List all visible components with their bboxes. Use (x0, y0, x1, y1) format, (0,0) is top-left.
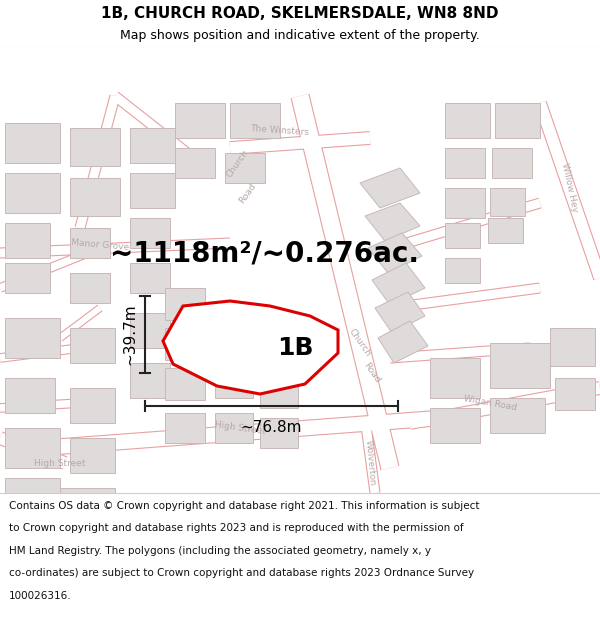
Bar (130, 128, 175, 163)
Bar (492, 148, 532, 178)
Bar (70, 178, 120, 216)
Polygon shape (360, 168, 420, 208)
Bar (5, 378, 55, 413)
Text: High Street: High Street (34, 459, 86, 468)
Text: Road: Road (362, 361, 382, 385)
Bar (5, 173, 60, 213)
Bar (445, 188, 485, 218)
Bar (165, 368, 205, 400)
Bar (445, 258, 480, 283)
Text: ~1118m²/~0.276ac.: ~1118m²/~0.276ac. (110, 239, 419, 267)
Text: ~39.7m: ~39.7m (122, 304, 137, 365)
Bar (555, 378, 595, 410)
Bar (5, 478, 60, 513)
Bar (70, 388, 115, 423)
Bar (260, 378, 298, 408)
Text: to Crown copyright and database rights 2023 and is reproduced with the permissio: to Crown copyright and database rights 2… (9, 523, 464, 533)
Text: 1B: 1B (277, 336, 313, 360)
Bar (5, 428, 60, 468)
Bar (130, 173, 175, 208)
Bar (550, 328, 595, 366)
Bar (5, 263, 50, 293)
Bar (215, 328, 253, 358)
Bar (490, 188, 525, 216)
Bar (5, 223, 50, 258)
Bar (215, 413, 253, 443)
Polygon shape (365, 203, 420, 241)
Bar (70, 328, 115, 363)
Text: Contains OS data © Crown copyright and database right 2021. This information is : Contains OS data © Crown copyright and d… (9, 501, 479, 511)
Bar (165, 413, 205, 443)
Text: 1B, CHURCH ROAD, SKELMERSDALE, WN8 8ND: 1B, CHURCH ROAD, SKELMERSDALE, WN8 8ND (101, 6, 499, 21)
Bar (445, 103, 490, 138)
Bar (60, 488, 115, 523)
Text: HM Land Registry. The polygons (including the associated geometry, namely x, y: HM Land Registry. The polygons (includin… (9, 546, 431, 556)
Bar (5, 318, 60, 358)
Bar (70, 228, 110, 258)
Bar (175, 103, 225, 138)
Bar (495, 103, 540, 138)
Bar (70, 438, 115, 473)
Bar (130, 493, 180, 528)
Text: Wigan Road: Wigan Road (463, 394, 517, 412)
Text: The Winsters: The Winsters (250, 124, 310, 138)
Bar (488, 218, 523, 243)
Polygon shape (378, 321, 428, 363)
Text: Map shows position and indicative extent of the property.: Map shows position and indicative extent… (120, 29, 480, 42)
Bar (200, 493, 250, 528)
Bar (130, 363, 170, 398)
Bar (260, 418, 298, 448)
Text: Church: Church (347, 328, 373, 359)
Text: co-ordinates) are subject to Crown copyright and database rights 2023 Ordnance S: co-ordinates) are subject to Crown copyr… (9, 568, 474, 578)
Bar (445, 223, 480, 248)
Bar (165, 288, 205, 320)
Polygon shape (375, 292, 425, 333)
Text: Manor Grove: Manor Grove (71, 238, 130, 252)
Bar (430, 408, 480, 443)
Text: 100026316.: 100026316. (9, 591, 71, 601)
Bar (165, 328, 205, 360)
Text: Church: Church (225, 148, 251, 179)
Bar (490, 398, 545, 433)
Bar (430, 358, 480, 398)
Bar (5, 123, 60, 163)
Bar (130, 218, 170, 248)
Bar (215, 368, 253, 398)
Bar (490, 343, 550, 388)
Bar (225, 153, 265, 183)
Bar (230, 103, 280, 138)
Bar (175, 148, 215, 178)
Polygon shape (372, 263, 425, 305)
Bar (130, 263, 170, 293)
Bar (70, 273, 110, 303)
Text: Willow Hey: Willow Hey (560, 162, 580, 213)
Text: ~76.8m: ~76.8m (241, 420, 302, 435)
Text: Wolverton: Wolverton (364, 439, 376, 486)
Polygon shape (163, 301, 338, 394)
Text: Road: Road (238, 181, 258, 205)
Bar (70, 128, 120, 166)
Bar (130, 313, 170, 348)
Bar (260, 493, 310, 528)
Text: High Street: High Street (214, 420, 266, 436)
Bar (445, 148, 485, 178)
Polygon shape (368, 233, 422, 273)
